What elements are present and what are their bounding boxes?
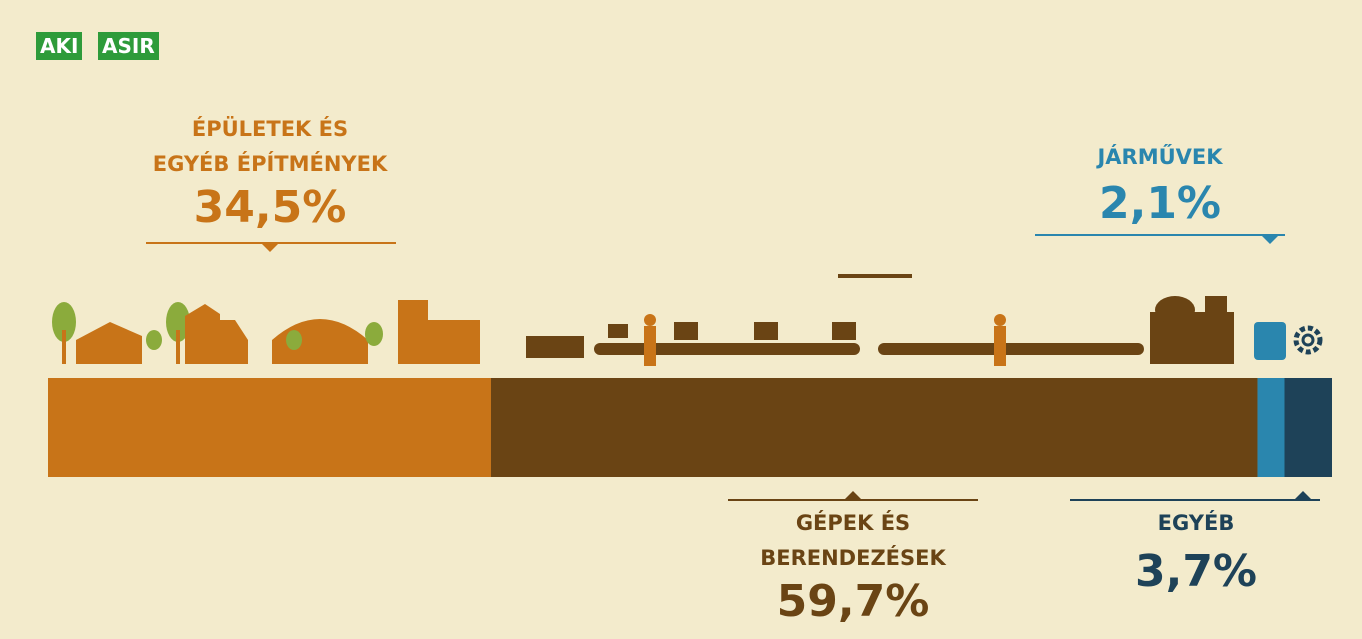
building-icons	[52, 300, 480, 364]
pointer-arrow	[1294, 491, 1312, 500]
bar-segment	[490, 378, 1258, 477]
machine-icons	[526, 274, 1234, 366]
logo-asir: ASIR	[98, 32, 159, 60]
segment-value: 34,5%	[193, 182, 347, 233]
segment-value: 3,7%	[1134, 546, 1258, 597]
segment-value: 2,1%	[1098, 178, 1222, 229]
bar-segment	[48, 378, 491, 477]
pointer-arrow	[1261, 235, 1279, 244]
vehicle-icons	[1254, 322, 1323, 360]
segment-value: 59,7%	[776, 576, 930, 627]
bar-segment	[1257, 378, 1285, 477]
logo-aki: AKI	[36, 32, 83, 60]
pointer-arrow	[844, 491, 862, 500]
segment-name: GÉPEK ÉS BERENDEZÉSEK	[760, 511, 946, 570]
segment-name: JÁRMŰVEK	[1097, 145, 1223, 169]
bar-segment	[1284, 378, 1332, 477]
segment-name: EGYÉB	[1157, 511, 1235, 535]
pointer-arrow	[261, 243, 279, 252]
segment-name: ÉPÜLETEK ÉS EGYÉB ÉPÍTMÉNYEK	[152, 117, 388, 176]
